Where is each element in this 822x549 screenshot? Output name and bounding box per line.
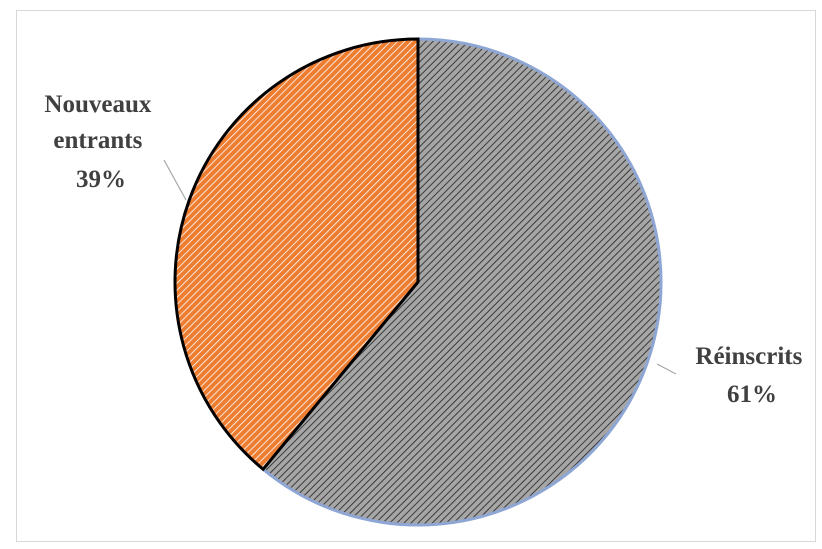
label-reinscrits-category: Réinscrits — [695, 343, 802, 370]
label-nouveaux-line1: Nouveaux — [44, 91, 151, 118]
label-reinscrits-percent: 61% — [727, 381, 777, 408]
data-label-nouveaux-entrants: Nouveaux entrants 39% — [44, 91, 157, 193]
data-label-reinscrits: Réinscrits 61% — [695, 343, 808, 408]
label-nouveaux-percent: 39% — [76, 166, 126, 193]
pie-slice-nouveaux-entrants — [173, 37, 420, 472]
label-nouveaux-line2: entrants — [53, 127, 142, 154]
pie-slice-reinscrits — [260, 37, 663, 527]
leader-line-reinscrits — [656, 363, 677, 375]
leader-line-nouveaux-entrants — [163, 159, 187, 201]
